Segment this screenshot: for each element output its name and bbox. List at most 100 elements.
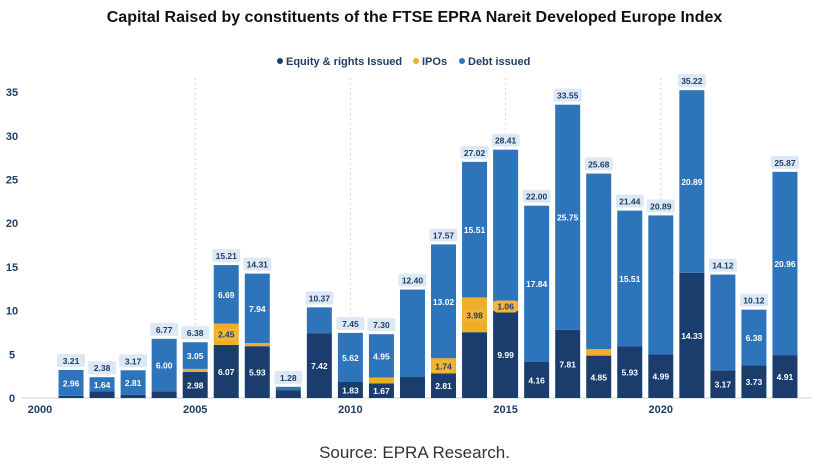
data-label: 5.62 <box>342 353 359 363</box>
ipo-label-bg <box>494 300 517 313</box>
x-tick-label: 2020 <box>649 404 673 416</box>
bar-segment <box>368 383 394 398</box>
chart-legend: Equity & rights Issued IPOs Debt issued <box>277 56 530 68</box>
total-label-bg <box>739 293 768 307</box>
bar-segment <box>58 395 84 398</box>
chart-canvas: Equity & rights Issued IPOs Debt issued 0 5… <box>6 56 812 416</box>
total-label: 10.12 <box>743 296 765 306</box>
bar-segment <box>244 273 270 344</box>
bar-segment <box>772 171 798 356</box>
y-tick-label: 20 <box>6 218 18 230</box>
bar-segment <box>648 354 674 398</box>
data-label: 2.45 <box>218 330 235 340</box>
bar-segment <box>89 391 115 398</box>
x-tick-label: 2005 <box>183 404 207 416</box>
data-label: 5.93 <box>249 368 266 378</box>
x-tick-label: 2010 <box>338 404 362 416</box>
bar-segment <box>151 391 177 398</box>
chart-title: Capital Raised by constituents of the FT… <box>106 9 723 26</box>
bar-segment <box>648 215 674 355</box>
bar-segment <box>586 355 612 398</box>
total-label: 20.89 <box>650 201 672 211</box>
bar-segment <box>555 104 581 330</box>
bar-segment <box>337 332 363 383</box>
chart-bars <box>58 90 798 398</box>
bar-segment <box>586 173 612 350</box>
legend-label: Debt issued <box>468 56 530 68</box>
data-label: 4.91 <box>777 372 794 382</box>
data-label: 7.42 <box>311 361 328 371</box>
total-label: 15.21 <box>216 251 238 261</box>
total-label-bg <box>181 326 210 340</box>
bar-segment <box>462 161 488 298</box>
bar-segment <box>89 377 115 392</box>
data-label: 14.33 <box>681 331 703 341</box>
bar-segment <box>182 368 208 372</box>
total-label-bg <box>615 194 644 208</box>
total-label-bg <box>212 249 241 263</box>
bar-segment <box>586 349 612 356</box>
data-label: 25.75 <box>557 213 579 223</box>
bar-segment <box>120 394 146 398</box>
total-label: 3.17 <box>125 356 142 366</box>
data-label: 4.16 <box>528 375 545 385</box>
data-label: 20.96 <box>774 259 796 269</box>
total-label: 3.21 <box>63 356 80 366</box>
bar-segment <box>275 390 301 398</box>
bar-segment <box>399 377 425 398</box>
total-label: 25.87 <box>774 158 796 168</box>
total-label: 14.31 <box>247 260 269 270</box>
source-note: Source: EPRA Research. <box>319 443 510 462</box>
data-label: 2.98 <box>187 380 204 390</box>
total-label-bg <box>57 353 86 367</box>
total-label-bg <box>491 133 520 147</box>
data-label: 13.02 <box>433 297 455 307</box>
data-label: 6.07 <box>218 367 235 377</box>
y-tick-label: 5 <box>9 349 15 361</box>
data-label: 2.81 <box>435 381 452 391</box>
total-label-bg <box>88 361 117 375</box>
bar-segment <box>431 373 457 398</box>
ipo-label-bg <box>463 309 486 322</box>
data-label: 3.98 <box>466 310 483 320</box>
total-label: 10.37 <box>309 293 331 303</box>
total-label: 1.28 <box>280 373 297 383</box>
bar-segment <box>244 343 270 347</box>
bar-segment <box>710 274 736 371</box>
total-label-bg <box>305 291 334 305</box>
bar-segment <box>213 265 239 324</box>
ipo-label-bg <box>215 328 238 341</box>
bar-segment <box>337 382 363 398</box>
bar-segment <box>244 346 270 398</box>
total-label-bg <box>677 74 706 88</box>
data-label: 4.85 <box>590 372 607 382</box>
data-label: 7.81 <box>559 359 576 369</box>
legend-label: Equity & rights Issued <box>286 56 402 68</box>
data-label: 9.99 <box>497 350 514 360</box>
y-tick-label: 15 <box>6 262 18 274</box>
y-tick-label: 10 <box>6 306 18 318</box>
bar-segment <box>368 334 394 378</box>
total-label-bg <box>429 228 458 242</box>
data-label: 6.38 <box>746 333 763 343</box>
data-label: 1.06 <box>497 302 514 312</box>
bar-segment <box>679 272 705 398</box>
data-label: 4.99 <box>653 372 670 382</box>
bar-segment <box>431 244 457 359</box>
bar-segment <box>617 210 643 347</box>
data-label: 17.84 <box>526 279 548 289</box>
data-label: 5.93 <box>621 368 638 378</box>
total-label-bg <box>708 258 737 272</box>
total-label: 7.30 <box>373 320 390 330</box>
data-label: 1.64 <box>94 380 111 390</box>
bar-segment <box>275 386 301 391</box>
bar-segment <box>213 344 239 398</box>
bar-segment <box>182 342 208 369</box>
data-label: 15.51 <box>464 225 486 235</box>
total-label: 28.41 <box>495 136 517 146</box>
total-label-bg <box>274 370 303 384</box>
total-label-bg <box>584 157 613 171</box>
bar-segment <box>368 377 394 384</box>
legend-label: IPOs <box>422 56 447 68</box>
total-label: 33.55 <box>557 91 579 101</box>
